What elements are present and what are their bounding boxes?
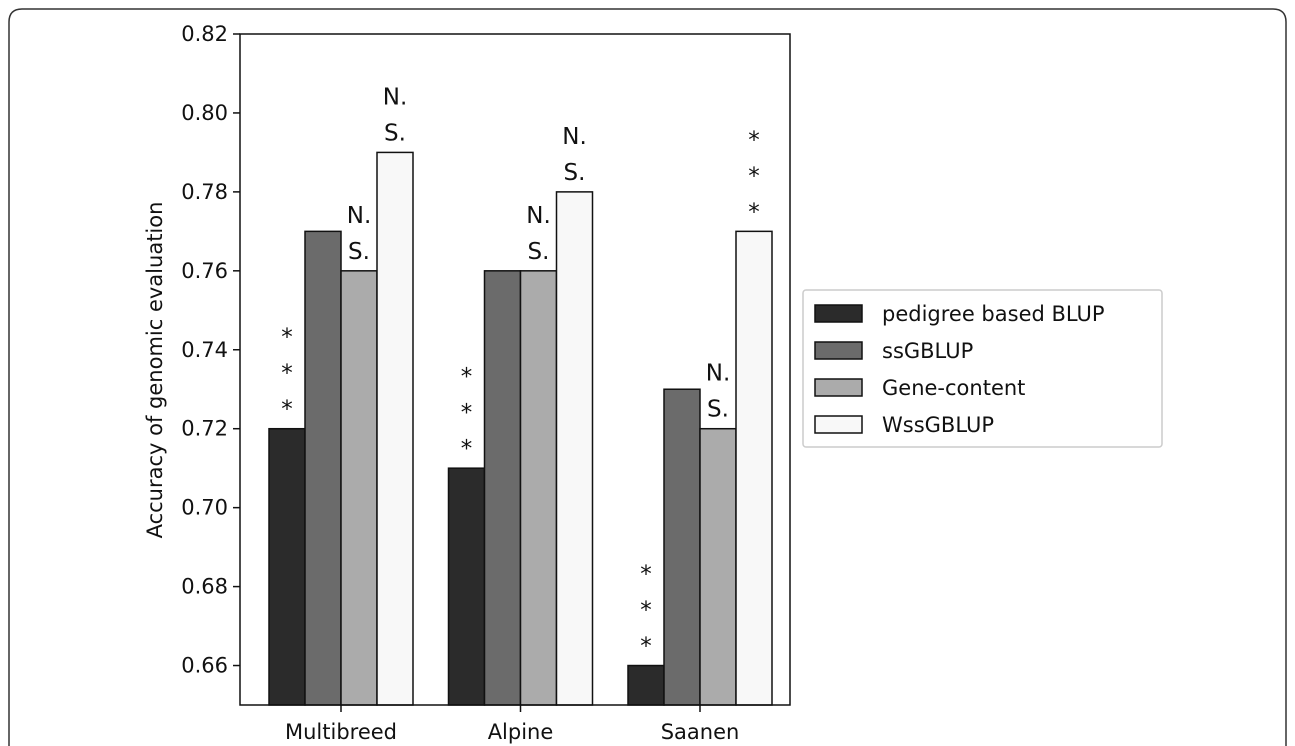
legend-swatch: [814, 378, 863, 397]
y-tick-label: 0.82: [181, 22, 228, 46]
significance-label: N.: [347, 203, 372, 229]
bar: [519, 270, 558, 706]
significance-label: S.: [707, 397, 729, 423]
legend-swatch: [814, 415, 863, 434]
bar: [304, 230, 342, 706]
bar: [699, 427, 737, 706]
significance-label: N.: [383, 84, 408, 110]
y-tick-label: 0.74: [181, 338, 228, 362]
bar: [627, 664, 665, 706]
x-tick-label: Saanen: [661, 720, 740, 744]
legend-label: pedigree based BLUP: [882, 302, 1105, 326]
significance-label: *: [640, 598, 652, 624]
significance-label: *: [281, 397, 293, 423]
significance-label: N.: [526, 203, 551, 229]
significance-label: *: [281, 361, 293, 387]
y-tick-label: 0.76: [181, 259, 228, 283]
significance-label: *: [640, 634, 652, 660]
significance-label: N.: [706, 361, 731, 387]
frame: [8, 8, 1287, 746]
bar: [340, 270, 378, 706]
legend-label: WssGBLUP: [882, 413, 994, 437]
legend-label: Gene-content: [882, 376, 1025, 400]
significance-label: S.: [384, 120, 406, 146]
significance-label: S.: [528, 239, 550, 265]
y-tick-label: 0.66: [181, 654, 228, 678]
bar: [376, 151, 414, 706]
bar: [735, 230, 773, 706]
legend-swatch: [814, 341, 863, 360]
x-tick-label: Multibreed: [285, 720, 397, 744]
y-tick-label: 0.80: [181, 101, 228, 125]
bar: [663, 388, 701, 706]
bar: [447, 467, 486, 706]
legend-label: ssGBLUP: [882, 339, 973, 363]
bar: [483, 270, 522, 706]
x-tick-label: Alpine: [488, 720, 554, 744]
significance-label: S.: [348, 239, 370, 265]
legend-box: [802, 289, 1163, 448]
significance-label: *: [748, 199, 760, 225]
y-tick-label: 0.68: [181, 575, 228, 599]
significance-label: N.: [562, 124, 587, 150]
significance-label: *: [461, 364, 473, 390]
bar: [555, 191, 594, 706]
y-tick-label: 0.70: [181, 496, 228, 520]
significance-label: *: [281, 325, 293, 351]
legend-swatch: [814, 304, 863, 323]
significance-label: *: [640, 562, 652, 588]
bar: [268, 427, 306, 706]
significance-label: S.: [564, 160, 586, 186]
significance-label: *: [461, 400, 473, 426]
significance-label: *: [748, 127, 760, 153]
y-tick-label: 0.78: [181, 180, 228, 204]
y-tick-label: 0.72: [181, 417, 228, 441]
y-axis-label: Accuracy of genomic evaluation: [143, 202, 167, 539]
plot-frame: [239, 33, 791, 706]
significance-label: *: [748, 163, 760, 189]
significance-label: *: [461, 436, 473, 462]
